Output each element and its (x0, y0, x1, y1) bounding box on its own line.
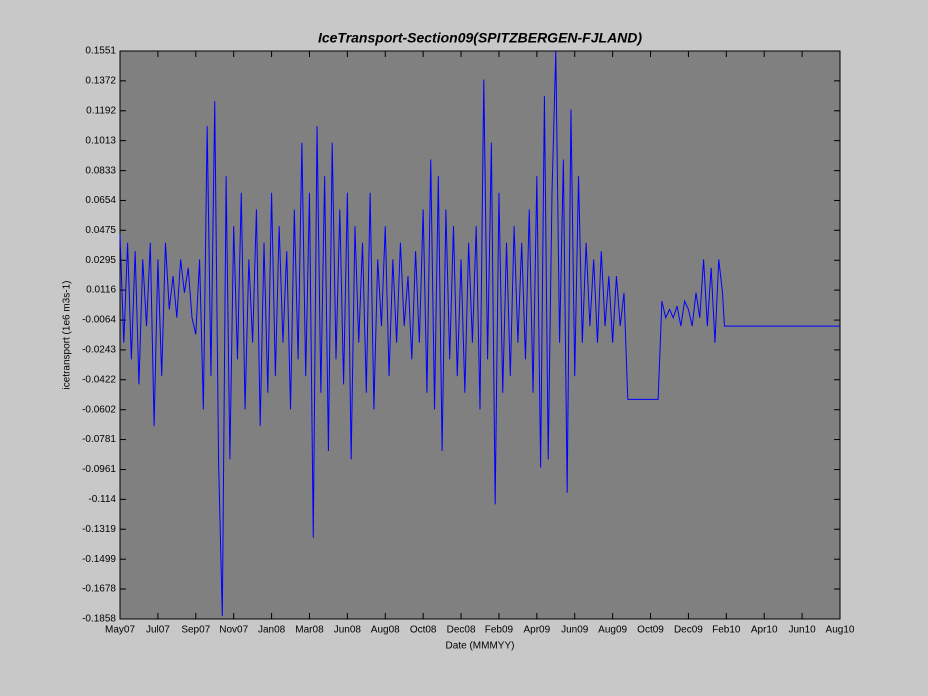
plot-area (119, 50, 841, 620)
x-axis-label: Date (MMMYY) (446, 641, 515, 652)
x-tick-label: Dec09 (674, 625, 703, 636)
y-tick-label: 0.1192 (86, 105, 116, 116)
y-tick-label: 0.0295 (85, 255, 116, 266)
x-tick-label: Oct08 (410, 625, 437, 636)
chart-title: IceTransport-Section09(SPITZBERGEN-FJLAN… (318, 30, 642, 46)
x-tick-label: Feb09 (485, 625, 514, 636)
x-tick-label: Aug08 (371, 625, 400, 636)
y-tick-label: -0.0064 (82, 315, 116, 326)
y-tick-label: 0.0654 (85, 195, 116, 206)
y-tick-label: 0.1013 (85, 135, 116, 146)
x-tick-label: Jan08 (258, 625, 286, 636)
y-tick-label: 0.1551 (85, 46, 116, 57)
data-line (119, 51, 840, 617)
y-tick-label: -0.1858 (82, 614, 116, 625)
x-tick-label: May07 (105, 625, 135, 636)
y-tick-label: 0.0116 (86, 285, 116, 296)
y-tick-label: -0.114 (88, 494, 116, 505)
y-tick-label: 0.0475 (85, 225, 116, 236)
y-tick-label: -0.1678 (82, 584, 116, 595)
x-tick-label: Apr10 (751, 625, 778, 636)
y-tick-label: -0.0961 (82, 464, 116, 475)
x-tick-label: Feb10 (712, 625, 741, 636)
x-tick-label: Jun09 (561, 625, 589, 636)
y-tick-label: -0.0243 (82, 345, 116, 356)
x-tick-label: Jun10 (788, 625, 816, 636)
x-tick-label: Jul07 (146, 625, 170, 636)
y-tick-label: -0.0422 (82, 374, 116, 385)
x-tick-label: Dec08 (447, 625, 476, 636)
x-tick-label: Sep07 (181, 625, 210, 636)
y-tick-label: 0.1372 (85, 75, 116, 86)
y-tick-label: -0.1499 (82, 554, 116, 565)
x-tick-label: Aug09 (598, 625, 627, 636)
x-tick-label: Aug10 (826, 625, 855, 636)
x-tick-label: Jun08 (334, 625, 362, 636)
x-tick-label: Oct09 (637, 625, 664, 636)
y-tick-label: -0.0602 (82, 404, 116, 415)
y-tick-label: 0.0833 (85, 165, 116, 176)
x-tick-label: Apr09 (523, 625, 550, 636)
y-tick-label: -0.1319 (82, 524, 116, 535)
x-tick-label: Mar08 (295, 625, 324, 636)
y-axis-label: icetransport (1e6 m3s-1) (62, 281, 73, 390)
y-tick-label: -0.0781 (82, 434, 116, 445)
x-tick-label: Nov07 (219, 625, 248, 636)
